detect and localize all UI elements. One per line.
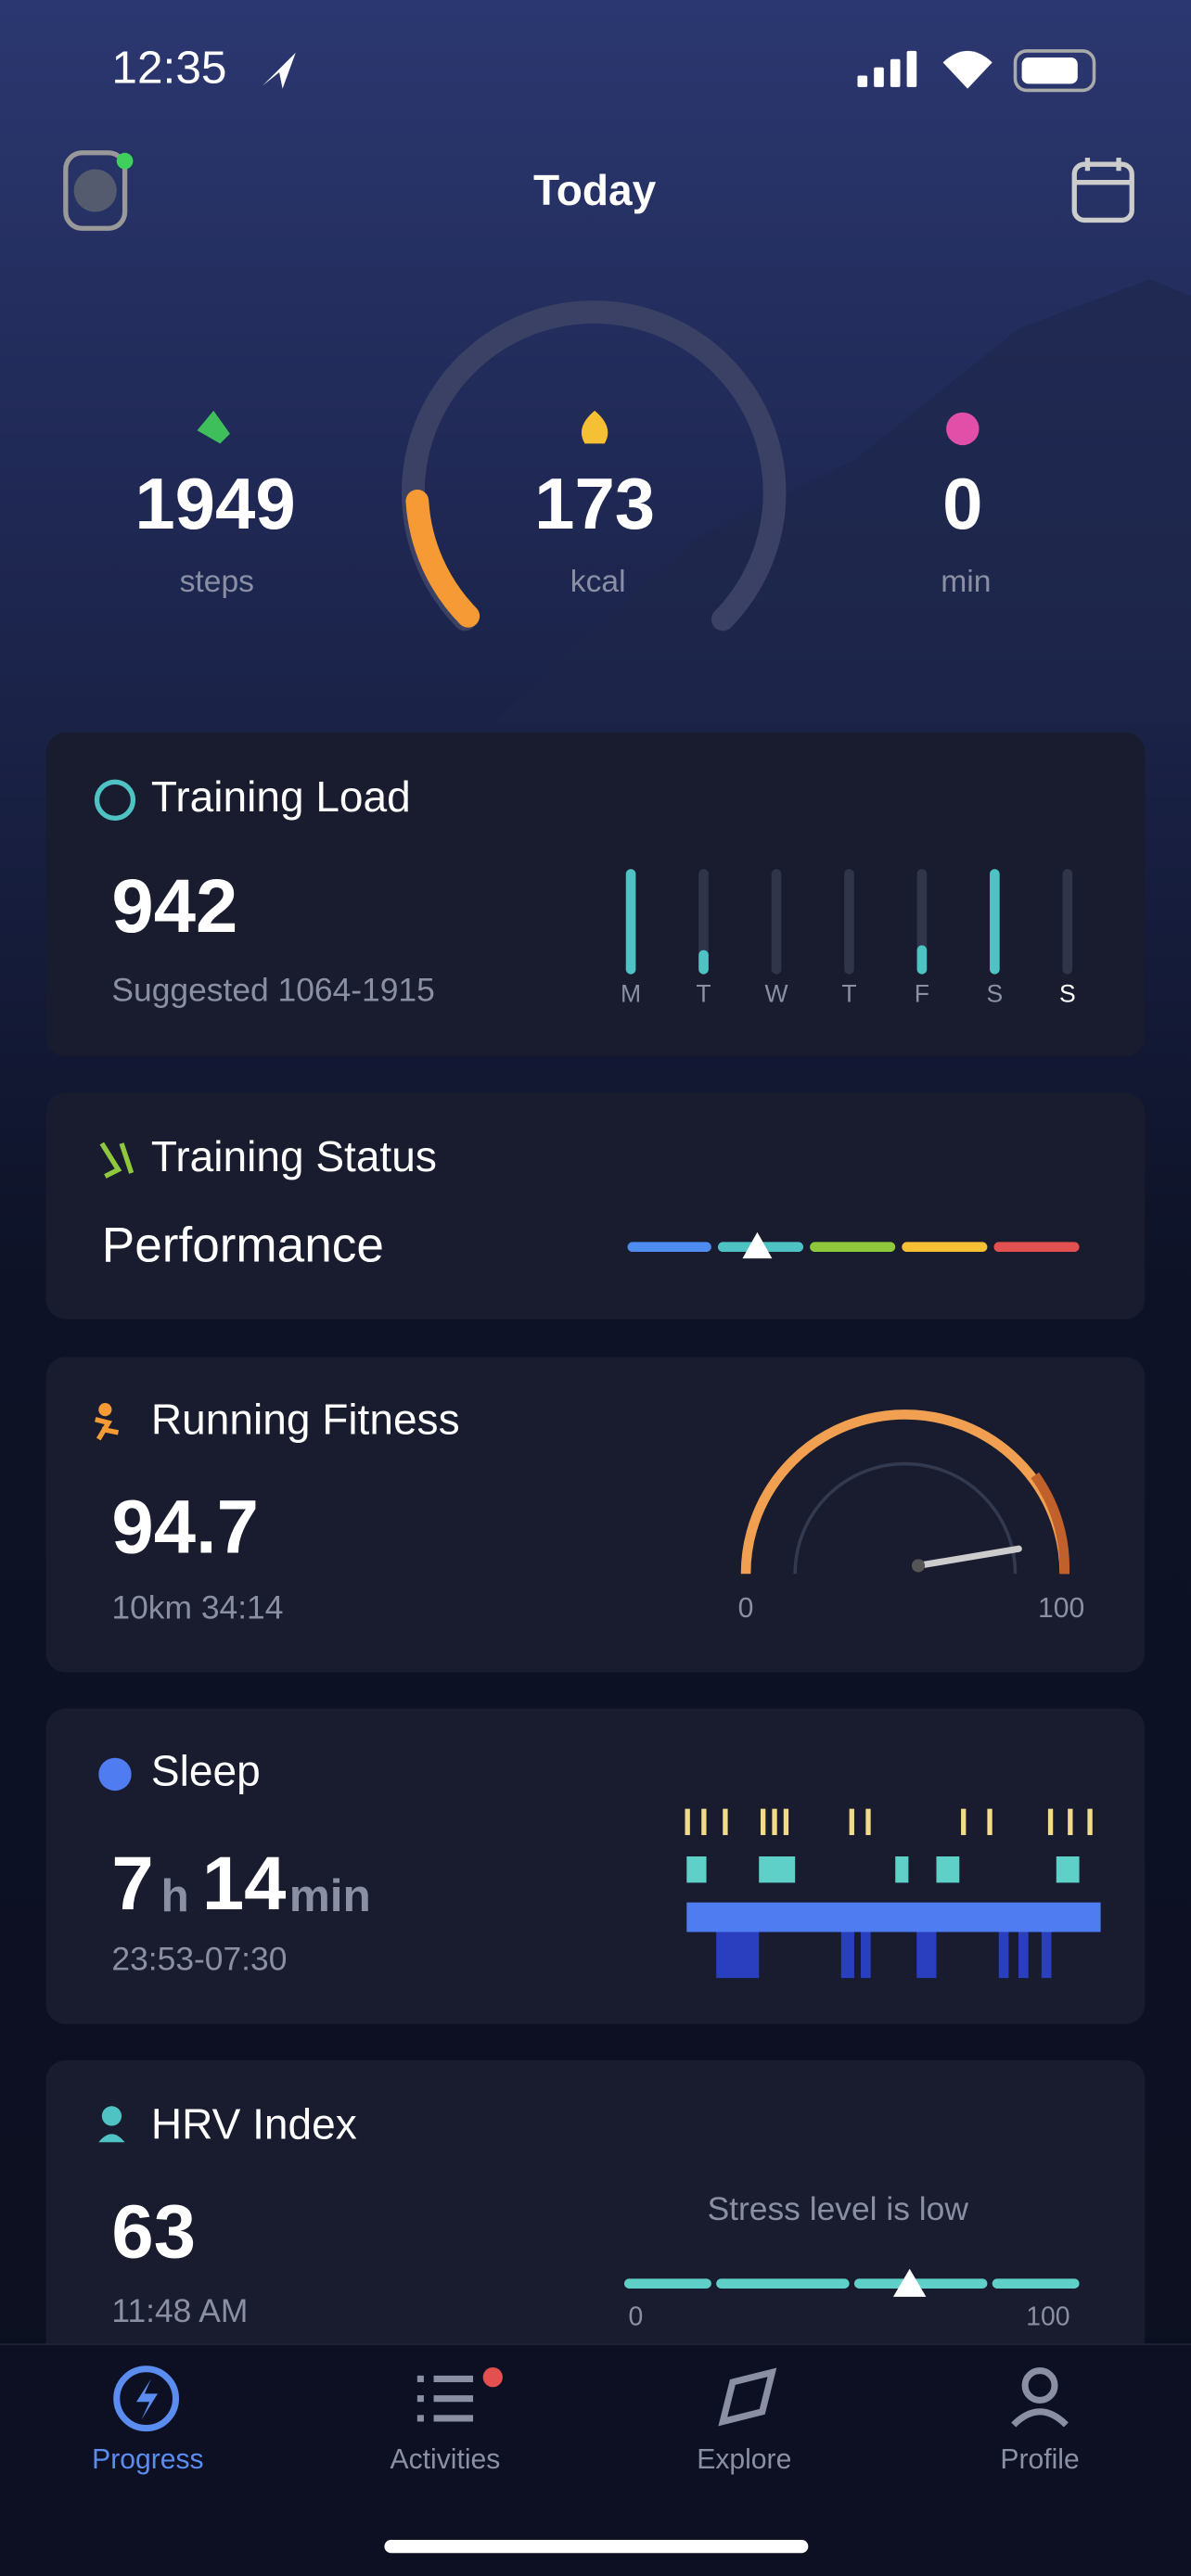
header-title: Today bbox=[533, 166, 657, 214]
explore-icon bbox=[718, 2367, 777, 2427]
wifi-icon bbox=[942, 50, 992, 89]
tab-explore[interactable]: Explore bbox=[697, 2444, 791, 2475]
training-status-icon bbox=[99, 1141, 134, 1179]
fitness-gauge-max: 100 bbox=[1038, 1593, 1084, 1624]
sleep-hours: 7 bbox=[111, 1842, 153, 1926]
activities-icon bbox=[416, 2375, 474, 2422]
hrv-icon-body bbox=[98, 2134, 125, 2143]
hrv-card[interactable] bbox=[45, 2060, 1146, 2390]
hrv-title: HRV Index bbox=[151, 2099, 357, 2148]
sleep-chart bbox=[685, 1808, 1101, 1979]
hrv-scale-max: 100 bbox=[1026, 2302, 1069, 2331]
cards bbox=[45, 733, 1146, 2390]
minutes-unit: min bbox=[941, 565, 991, 599]
steps-icon bbox=[197, 410, 230, 444]
fitness-needle bbox=[915, 1545, 1022, 1569]
sleep-hours-unit: h bbox=[161, 1869, 189, 1921]
training-status-title: Training Status bbox=[151, 1132, 437, 1180]
training-load-value: 942 bbox=[111, 864, 237, 949]
needle-hub bbox=[911, 1559, 926, 1573]
training-load-icon bbox=[94, 779, 136, 821]
steps-value: 1949 bbox=[134, 463, 295, 544]
sleep-title: Sleep bbox=[151, 1747, 261, 1795]
progress-bolt bbox=[135, 2378, 159, 2420]
signal-icon bbox=[857, 50, 917, 87]
calendar-button[interactable] bbox=[1071, 158, 1134, 223]
hrv-marker bbox=[892, 2268, 927, 2297]
calories-value: 173 bbox=[534, 463, 655, 544]
mountain bbox=[493, 279, 1191, 723]
day-label: W bbox=[764, 980, 788, 1008]
progress-icon bbox=[113, 2366, 180, 2432]
running-fitness-detail: 10km 34:14 bbox=[111, 1589, 283, 1626]
hrv-stress: Stress level is low bbox=[708, 2190, 969, 2227]
sleep-minutes-unit: min bbox=[289, 1869, 371, 1921]
day-label: T bbox=[696, 980, 711, 1008]
day-label: M bbox=[621, 980, 641, 1008]
running-icon-head bbox=[98, 1403, 112, 1417]
profile-icon-body bbox=[1011, 2408, 1069, 2428]
running-fitness-value: 94.7 bbox=[111, 1486, 259, 1570]
status-time: 12:35 bbox=[111, 41, 226, 93]
day-label: S bbox=[987, 980, 1004, 1008]
status-marker bbox=[742, 1231, 773, 1259]
hrv-marker-group bbox=[892, 2268, 927, 2297]
fitness-gauge-inner bbox=[793, 1461, 1018, 1575]
tab-bar bbox=[0, 2344, 1191, 2576]
training-load-title: Training Load bbox=[151, 772, 411, 821]
fitness-gauge-min: 0 bbox=[738, 1593, 754, 1624]
location-icon bbox=[263, 52, 296, 89]
tab-progress[interactable]: Progress bbox=[92, 2444, 203, 2475]
day-label: F bbox=[915, 980, 929, 1008]
battery-icon bbox=[1013, 49, 1096, 93]
ring-progress bbox=[405, 489, 480, 628]
minutes-icon bbox=[946, 412, 980, 446]
tab-activities[interactable]: Activities bbox=[391, 2444, 501, 2475]
battery-level bbox=[1021, 57, 1078, 84]
calories-icon bbox=[581, 410, 608, 444]
profile-icon-head bbox=[1021, 2366, 1058, 2404]
fitness-needle-group bbox=[911, 1545, 1022, 1573]
hrv-value: 63 bbox=[111, 2190, 196, 2275]
minutes-value: 0 bbox=[942, 463, 982, 544]
tab-profile[interactable]: Profile bbox=[1000, 2444, 1079, 2475]
hrv-icon bbox=[101, 2106, 122, 2126]
day-label: S bbox=[1059, 980, 1076, 1008]
training-load-card[interactable] bbox=[45, 733, 1146, 1057]
training-status-value: Performance bbox=[102, 1218, 384, 1273]
hrv-scale-min: 0 bbox=[629, 2302, 644, 2331]
training-status-card[interactable] bbox=[45, 1092, 1146, 1320]
running-fitness-title: Running Fitness bbox=[151, 1395, 460, 1443]
watch-button[interactable] bbox=[63, 150, 134, 231]
sleep-range: 23:53-07:30 bbox=[111, 1941, 287, 1978]
sleep-minutes: 14 bbox=[202, 1842, 287, 1926]
home-indicator bbox=[384, 2540, 809, 2554]
hrv-time: 11:48 AM bbox=[111, 2292, 248, 2329]
day-label: T bbox=[841, 980, 856, 1008]
activities-badge bbox=[482, 2366, 503, 2388]
sleep-icon bbox=[98, 1757, 132, 1792]
running-icon bbox=[95, 1417, 120, 1441]
training-load-suggested: Suggested 1064-1915 bbox=[111, 971, 434, 1008]
fitness-gauge-arc-high bbox=[1031, 1472, 1070, 1575]
running-fitness-card[interactable] bbox=[45, 1357, 1146, 1673]
steps-unit: steps bbox=[180, 565, 254, 599]
calories-unit: kcal bbox=[570, 565, 626, 599]
